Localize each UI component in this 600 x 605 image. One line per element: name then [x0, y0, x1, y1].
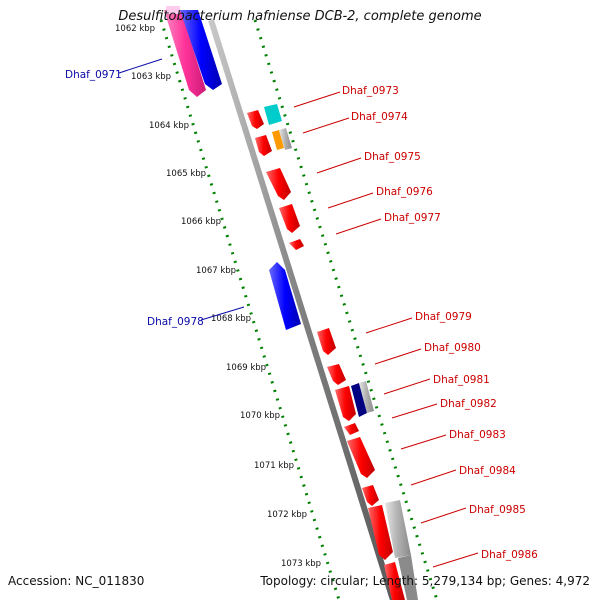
kbp-labels: 1062 kbp 1063 kbp 1064 kbp 1065 kbp 1066… [115, 24, 321, 569]
gene-dhaf-0974-gray[interactable] [279, 128, 292, 150]
kbp-label: 1071 kbp [254, 461, 294, 471]
gene-label-left[interactable]: Dhaf_0978 [147, 316, 204, 328]
gene-dhaf-0986-block[interactable] [384, 562, 405, 600]
gene-dhaf-0971-block[interactable] [164, 10, 206, 97]
gene-label-right[interactable]: Dhaf_0979 [415, 311, 472, 323]
kbp-label: 1073 kbp [281, 559, 321, 569]
inner-tick-track [159, 19, 341, 601]
genome-backbone [208, 19, 396, 601]
gene-dhaf-0973-cyan[interactable] [264, 104, 282, 125]
kbp-label: 1069 kbp [226, 363, 266, 373]
leader-line [391, 403, 438, 419]
leader-line [420, 507, 467, 524]
gene-dhaf-0985-gray[interactable] [385, 500, 411, 558]
gene-label-left[interactable]: Dhaf_0971 [65, 69, 122, 81]
kbp-label: 1067 kbp [196, 266, 236, 276]
gene-dhaf-0983-block[interactable] [347, 437, 375, 478]
gene-label-right[interactable]: Dhaf_0975 [364, 151, 421, 163]
leader-line [200, 306, 245, 321]
gene-label-right[interactable]: Dhaf_0981 [433, 374, 490, 386]
gene-label-right[interactable]: Dhaf_0977 [384, 212, 441, 224]
genome-summary-text: Topology: circular; Length: 5,279,134 bp… [260, 574, 590, 588]
gene-dhaf-0981-navy[interactable] [351, 383, 367, 417]
gene-label-right[interactable]: Dhaf_0976 [376, 186, 433, 198]
gene-dhaf-0979-block[interactable] [317, 328, 336, 355]
leader-line [335, 218, 382, 235]
kbp-label: 1066 kbp [181, 217, 221, 227]
map-title: Desulfitobacterium hafniense DCB-2, comp… [118, 9, 482, 24]
gene-dhaf-0974-orange[interactable] [272, 130, 284, 150]
gene-label-right[interactable]: Dhaf_0973 [342, 85, 399, 97]
kbp-label: 1062 kbp [115, 24, 155, 34]
reverse-strand-genes [164, 6, 301, 330]
forward-strand-genes [247, 104, 418, 600]
left-gene-labels: Dhaf_0971 Dhaf_0978 [65, 58, 245, 328]
gene-dhaf-0976-block[interactable] [279, 204, 300, 233]
kbp-label: 1072 kbp [267, 510, 307, 520]
accession-text: Accession: NC_011830 [8, 574, 145, 588]
leader-line [365, 317, 413, 334]
kbp-label: 1068 kbp [211, 314, 251, 324]
gene-label-right[interactable]: Dhaf_0986 [481, 549, 538, 561]
leader-line [410, 469, 457, 486]
gene-dhaf-0986-gray[interactable] [398, 555, 418, 600]
gene-dhaf-0982-block[interactable] [344, 423, 359, 435]
gene-dhaf-0978-block[interactable] [269, 262, 301, 330]
leader-line [432, 552, 479, 568]
gene-dhaf-0981-block[interactable] [335, 386, 356, 421]
gene-dhaf-0974-block[interactable] [255, 135, 272, 156]
right-gene-labels: Dhaf_0973 Dhaf_0974 Dhaf_0975 Dhaf_0976 … [293, 85, 538, 568]
kbp-label: 1064 kbp [149, 121, 189, 131]
leader-line [316, 157, 362, 174]
leader-line [327, 192, 374, 209]
gene-label-right[interactable]: Dhaf_0982 [440, 398, 497, 410]
leader-line [383, 378, 431, 395]
gene-label-right[interactable]: Dhaf_0974 [351, 111, 408, 123]
gene-label-right[interactable]: Dhaf_0984 [459, 465, 516, 477]
kbp-label: 1065 kbp [166, 169, 206, 179]
gene-label-right[interactable]: Dhaf_0985 [469, 504, 526, 516]
kbp-label: 1070 kbp [240, 411, 280, 421]
kbp-label: 1063 kbp [131, 72, 171, 82]
gene-dhaf-0973-block[interactable] [247, 110, 264, 129]
gene-label-right[interactable]: Dhaf_0983 [449, 429, 506, 441]
leader-line [374, 348, 422, 365]
leader-line [118, 58, 163, 74]
gene-dhaf-0975-block[interactable] [266, 168, 291, 200]
leader-line [293, 91, 341, 108]
gene-label-right[interactable]: Dhaf_0980 [424, 342, 481, 354]
gene-dhaf-0984-block[interactable] [362, 485, 379, 506]
leader-line [400, 434, 447, 450]
gene-dhaf-0980-block[interactable] [327, 364, 346, 385]
leader-line [302, 117, 350, 134]
gene-fragment-pink [166, 6, 180, 14]
gene-dhaf-0981-gray[interactable] [359, 381, 374, 413]
gene-dhaf-0972-block[interactable] [180, 10, 222, 90]
gene-dhaf-0977-block[interactable] [289, 239, 304, 250]
gene-dhaf-0985-block[interactable] [368, 505, 393, 560]
